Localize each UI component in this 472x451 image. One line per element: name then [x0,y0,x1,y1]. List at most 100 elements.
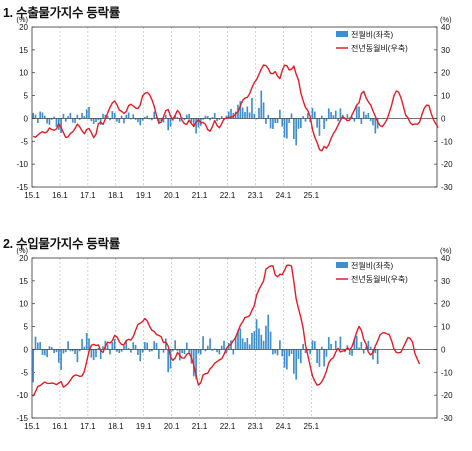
bar [304,349,307,354]
bar [332,115,335,119]
bar [290,113,293,119]
x-tick-label: 17.1 [80,422,96,431]
bar [351,349,353,356]
left-tick-label: 5 [24,323,29,332]
bar [374,118,377,134]
bar [279,109,281,119]
right-tick-label: 20 [441,300,450,309]
x-tick-label: 20.1 [164,422,180,431]
left-tick-label: 15 [19,277,28,286]
bar [144,117,146,119]
right-axis-unit: (%) [440,246,452,255]
bar [176,117,179,119]
bar [316,349,318,364]
bar [260,90,263,119]
left-tick-label: 20 [19,23,28,32]
bar [99,349,102,360]
bar [67,116,69,119]
right-tick-label: -20 [441,160,453,169]
bar [225,115,228,119]
bar [374,349,377,354]
bar [55,349,58,353]
bar [355,335,358,350]
bar [190,118,193,123]
bar [109,349,111,355]
bar [113,338,116,350]
bar [164,115,167,119]
bar [46,349,48,358]
bar [227,111,230,119]
bar [148,118,151,120]
bar [178,118,181,122]
bar [248,112,251,119]
bar [365,114,367,119]
x-tick-label: 22.1 [220,422,236,431]
bar [246,338,249,350]
bar [209,338,211,350]
bar [362,111,365,119]
left-tick-label: -15 [16,183,28,192]
x-tick-label: 24.1 [276,422,292,431]
bar [134,344,137,350]
bar [32,349,35,383]
bar [141,349,144,353]
bar [132,114,135,119]
bar [318,349,321,367]
bar [318,118,321,136]
bar [262,102,265,119]
x-tick-label: 23.1 [248,422,264,431]
bar [60,118,62,134]
right-tick-label: -20 [441,391,453,400]
bar [74,349,76,354]
bar [97,118,100,121]
bar [169,118,172,127]
bar [90,349,93,358]
bar [57,349,60,363]
bar [293,349,295,374]
bar [174,115,176,119]
bar [39,342,41,350]
bar [118,349,121,354]
bar [269,331,272,350]
bar [151,349,153,352]
bar [213,348,216,350]
x-tick-label: 19.1 [136,191,152,200]
bar [81,112,83,119]
bar [251,332,253,350]
bar [351,116,353,119]
bar [306,349,309,351]
bar [337,118,339,122]
legend-line-label: 전년동월비(우축) [351,43,408,53]
bar [372,349,374,360]
bar [81,338,83,350]
bar [188,113,190,119]
bar [218,118,221,120]
left-axis-unit: (%) [16,15,28,24]
legend-bar-swatch [336,31,348,37]
bar [220,116,223,119]
bar [78,118,81,120]
bar [132,342,135,350]
bar [246,106,249,119]
right-tick-label: 40 [441,254,450,263]
x-tick-label: 16.1 [52,191,68,200]
bar [316,118,318,128]
bar [153,341,156,350]
bar [53,349,55,354]
bar [327,337,330,350]
bar [106,115,109,119]
bar [260,334,263,350]
bar [311,340,314,350]
bar [358,347,360,350]
bar [244,112,246,119]
right-tick-label: 10 [441,323,450,332]
bar [92,349,95,360]
bar [43,115,46,119]
bar [283,118,286,138]
right-tick-label: 0 [441,345,446,354]
bar [148,349,151,352]
x-tick-label: 22.1 [220,191,236,200]
bar [360,342,363,350]
left-tick-label: 15 [19,46,28,55]
bar [265,325,267,350]
